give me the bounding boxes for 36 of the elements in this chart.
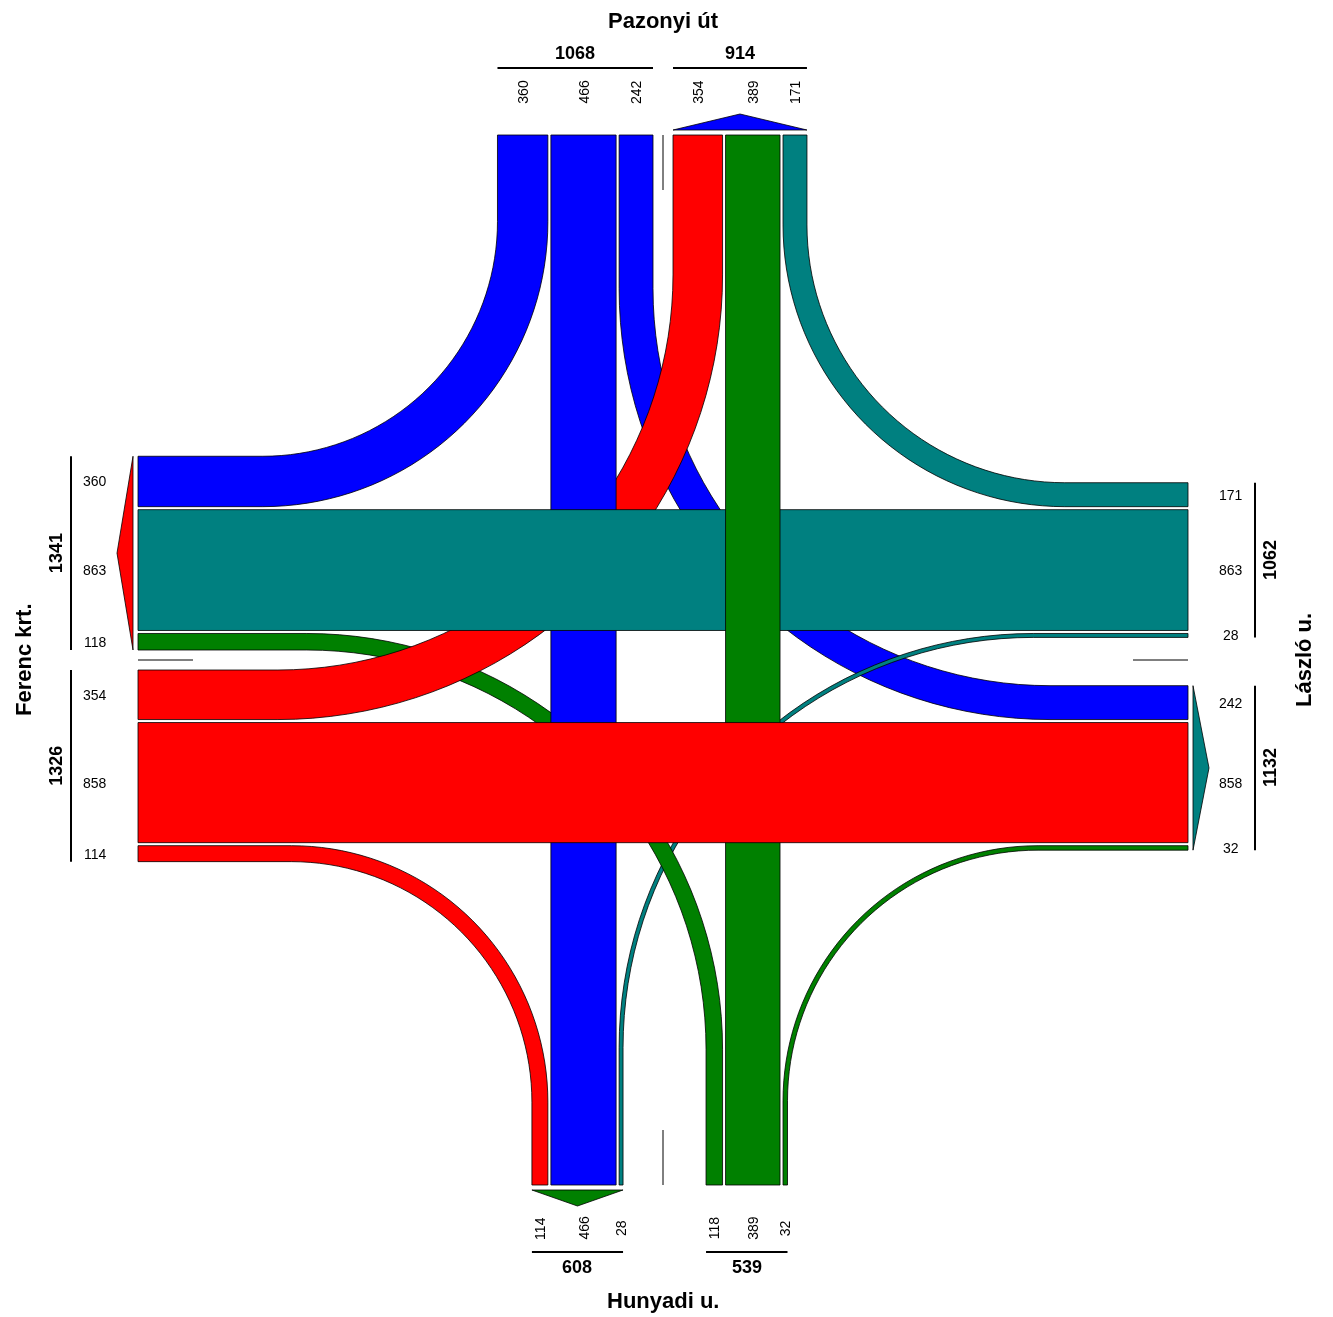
data-label: 354 [689, 80, 706, 104]
data-label: 863 [83, 562, 107, 578]
text: 32 [777, 1220, 794, 1237]
text: 1341 [45, 533, 66, 574]
text: 858 [83, 775, 107, 791]
text: 1068 [555, 43, 596, 63]
text: 1132 [1260, 747, 1281, 787]
data-label: 242 [1219, 695, 1243, 711]
text: 1326 [46, 745, 67, 786]
data-label: 32 [1223, 840, 1239, 856]
category-label: Pazonyi út [608, 8, 719, 33]
text: 914 [725, 43, 756, 63]
data-label: 28 [613, 1220, 630, 1237]
text: 354 [83, 687, 107, 703]
data-label: 360 [83, 473, 107, 489]
category-label: László u. [1291, 612, 1316, 707]
data-label: 118 [84, 634, 107, 650]
data-label: 466 [575, 1215, 592, 1240]
category-label: Hunyadi u. [607, 1288, 720, 1313]
text: 608 [562, 1257, 593, 1277]
text: 114 [84, 846, 107, 862]
text: 360 [514, 80, 531, 104]
text: 863 [1219, 562, 1243, 578]
text: 28 [1223, 627, 1239, 643]
data-label: 389 [744, 80, 761, 104]
text: 118 [706, 1216, 723, 1240]
text: 171 [1219, 487, 1243, 503]
text: 242 [628, 80, 645, 105]
data-label: 858 [1219, 775, 1243, 791]
category-label: Ferenc krt. [11, 603, 36, 716]
text: 466 [575, 79, 592, 104]
text: 389 [744, 1216, 761, 1240]
data-label: 171 [786, 80, 803, 104]
data-label: 114 [531, 1217, 548, 1240]
text: 1062 [1259, 540, 1280, 581]
text: 539 [732, 1257, 763, 1277]
